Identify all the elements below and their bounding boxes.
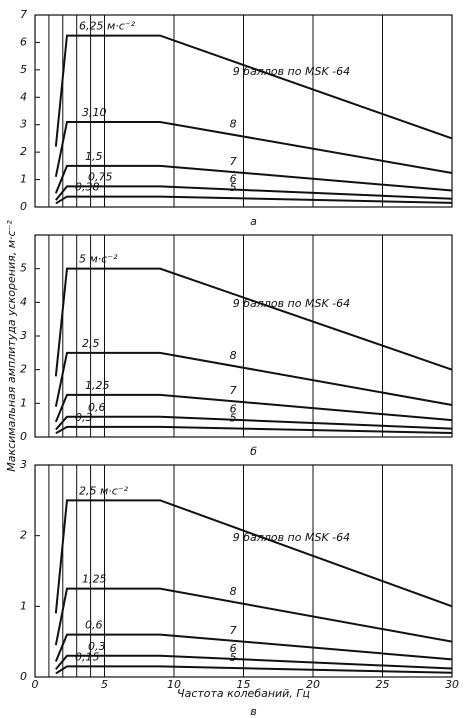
series-label: 6: [230, 403, 237, 416]
chart-caption: в: [250, 705, 256, 718]
data-line: [54, 633, 453, 662]
series-label: 6: [230, 642, 237, 655]
data-line: [55, 654, 453, 670]
data-line: [54, 393, 453, 423]
chart-caption: а: [250, 215, 257, 228]
value-label: 1,5: [85, 150, 103, 163]
data-line: [54, 587, 453, 646]
x-tick-label: 30: [445, 678, 459, 691]
x-tick-label: 20: [306, 678, 320, 691]
y-tick-label: 0: [20, 670, 27, 683]
y-tick-label: 7: [20, 8, 27, 21]
y-tick-label: 3: [20, 118, 27, 131]
data-line: [54, 164, 453, 194]
data-line: [55, 185, 453, 201]
x-tick-label: 25: [376, 678, 390, 691]
series-label: 8: [230, 349, 237, 362]
y-tick-label: 3: [20, 458, 27, 471]
y-axis-label: Максимальная амплитуда ускорения, м·с⁻²: [5, 220, 18, 472]
data-line: [54, 120, 453, 178]
y-tick-label: 1: [20, 396, 27, 409]
y-tick-label: 1: [20, 173, 27, 186]
value-label: 0,6: [88, 401, 106, 414]
series-label: 9 баллов по MSK -64: [233, 297, 350, 310]
value-label: 0,15: [75, 650, 100, 663]
series-label: 8: [230, 118, 237, 131]
x-tick-label: 15: [237, 678, 251, 691]
y-tick-label: 6: [20, 35, 27, 48]
x-tick-label: 5: [101, 678, 108, 691]
value-label: 0,6: [85, 619, 103, 632]
series-label: 9 баллов по MSK -64: [233, 531, 350, 544]
series-label: 7: [230, 155, 237, 168]
y-tick-label: 2: [20, 529, 27, 542]
y-tick-label: 4: [20, 295, 27, 308]
y-tick-label: 4: [20, 90, 27, 103]
series-label: 9 баллов по MSK -64: [233, 65, 350, 78]
value-label: 0,3: [75, 411, 93, 424]
x-tick-label: 0: [32, 678, 39, 691]
series-label: 5: [230, 181, 237, 194]
chart-caption: б: [250, 445, 257, 458]
y-tick-label: 2: [20, 145, 27, 158]
value-label: 1,25: [85, 379, 110, 392]
value-label: 3,10: [82, 106, 107, 119]
series-label: 5: [230, 651, 237, 664]
data-line: [55, 195, 453, 205]
series-label: 8: [230, 585, 237, 598]
data-line: [54, 267, 453, 377]
y-tick-label: 0: [20, 430, 27, 443]
data-line: [55, 425, 453, 435]
x-tick-label: 10: [167, 678, 181, 691]
data-line: [55, 415, 453, 431]
value-label: 5 м·с⁻²: [79, 253, 118, 266]
series-label: 7: [230, 624, 237, 637]
series-label: 7: [230, 384, 237, 397]
value-label: 6,25 м·с⁻²: [79, 20, 136, 33]
data-line: [54, 499, 453, 614]
x-axis-label: Частота колебаний, Гц: [177, 687, 310, 700]
series-label: 5: [230, 411, 237, 424]
y-tick-label: 5: [20, 63, 27, 76]
value-label: 2,5 м·с⁻²: [79, 484, 129, 497]
value-label: 0,38: [75, 181, 100, 194]
y-tick-label: 1: [20, 599, 27, 612]
value-label: 1,25: [82, 573, 107, 586]
y-tick-label: 2: [20, 363, 27, 376]
data-line: [54, 34, 453, 147]
y-tick-label: 0: [20, 200, 27, 213]
data-line: [55, 665, 453, 675]
value-label: 2,5: [82, 337, 100, 350]
series-label: 6: [230, 173, 237, 186]
value-label: 0,75: [88, 170, 113, 183]
y-tick-label: 5: [20, 262, 27, 275]
value-label: 0,3: [88, 640, 106, 653]
data-line: [54, 351, 453, 407]
y-tick-label: 3: [20, 329, 27, 342]
